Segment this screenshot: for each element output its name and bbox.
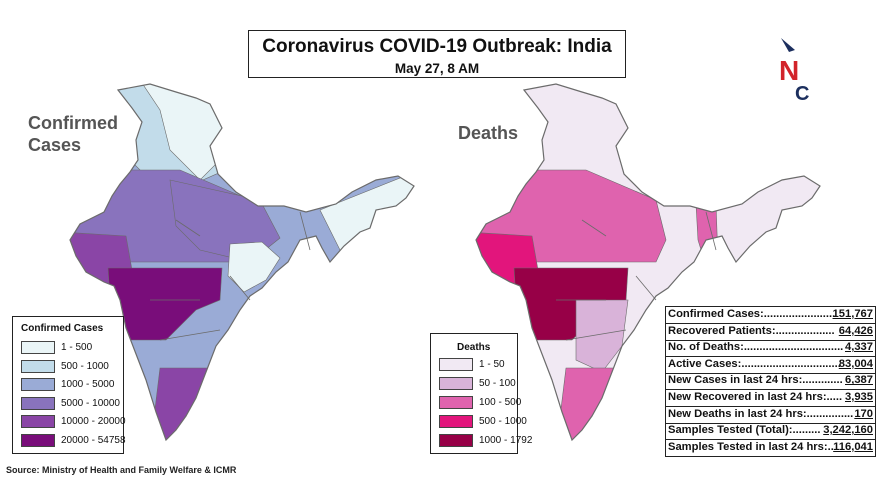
stat-row: New Recovered in last 24 hrs:..... 3,935 bbox=[666, 390, 875, 407]
deaths-legend-title: Deaths bbox=[457, 342, 491, 353]
stat-value: 3,242,160 bbox=[823, 424, 873, 437]
legend-range-label: 100 - 500 bbox=[479, 397, 522, 408]
logo-letter-n: N bbox=[779, 55, 799, 86]
legend-swatch bbox=[21, 396, 55, 410]
legend-range-label: 1000 - 1792 bbox=[479, 435, 533, 446]
legend-swatch bbox=[21, 433, 55, 447]
stat-row: Samples Tested in last 24 hrs:.. 116,041 bbox=[666, 440, 875, 456]
page-subtitle: May 27, 8 AM bbox=[394, 61, 480, 76]
stat-label: Confirmed Cases:....................... bbox=[668, 308, 836, 320]
region-telangana bbox=[575, 299, 629, 373]
stat-value: 4,337 bbox=[845, 341, 873, 354]
legend-range-label: 20000 - 54758 bbox=[61, 434, 126, 446]
stat-label: No. of Deaths:..........................… bbox=[668, 341, 844, 354]
legend-swatch bbox=[439, 434, 473, 447]
confirmed-legend: Confirmed Cases 1 - 500 500 - 1000 1000 - … bbox=[12, 316, 126, 454]
legend-swatch bbox=[21, 378, 55, 391]
stat-row: Recovered Patients:................... 64… bbox=[666, 324, 875, 341]
stat-value: 83,004 bbox=[838, 357, 873, 370]
source-note: Source: Ministry of Health and Family We… bbox=[6, 465, 237, 475]
page-title: Coronavirus COVID-19 Outbreak: India bbox=[262, 36, 612, 57]
stat-row: No. of Deaths:..........................… bbox=[666, 340, 875, 358]
stat-row: New Cases in last 24 hrs:............. 6,… bbox=[666, 373, 875, 391]
stat-value: 3,935 bbox=[845, 391, 873, 403]
nc-logo-icon: N C bbox=[779, 38, 809, 102]
stat-row: New Deaths in last 24 hrs:..............… bbox=[666, 407, 875, 424]
stat-value: 151,767 bbox=[832, 308, 873, 320]
logo-letter-c: C bbox=[795, 83, 809, 102]
stat-label: Samples Tested in last 24 hrs:.. bbox=[668, 440, 834, 453]
stat-label: New Recovered in last 24 hrs:..... bbox=[668, 391, 843, 403]
region-west-bengal bbox=[695, 203, 719, 267]
legend-swatch bbox=[21, 341, 55, 354]
legend-range-label: 1000 - 5000 bbox=[61, 379, 115, 390]
region-northeast bbox=[319, 169, 414, 251]
confirmed-legend-title: Confirmed Cases bbox=[21, 323, 104, 334]
legend-swatch bbox=[439, 396, 473, 409]
legend-range-label: 5000 - 10000 bbox=[61, 397, 120, 409]
title-box: Coronavirus COVID-19 Outbreak: India May… bbox=[248, 30, 626, 78]
stats-table: Confirmed Cases:....................... 1… bbox=[665, 306, 876, 457]
stat-row: Confirmed Cases:....................... 1… bbox=[666, 307, 875, 324]
stat-label: Active Cases:...........................… bbox=[668, 357, 841, 370]
stat-label: New Cases in last 24 hrs:............. bbox=[668, 374, 843, 387]
legend-range-label: 500 - 1000 bbox=[61, 360, 109, 372]
legend-swatch bbox=[21, 359, 55, 373]
stat-row: Samples Tested (Total):......... 3,242,16… bbox=[666, 423, 875, 441]
legend-swatch bbox=[439, 415, 473, 428]
region-jharkhand bbox=[227, 241, 281, 293]
legend-range-label: 1 - 500 bbox=[61, 342, 93, 353]
stat-label: Samples Tested (Total):......... bbox=[668, 424, 821, 437]
stat-value: 116,041 bbox=[833, 440, 873, 453]
stat-label: New Deaths in last 24 hrs:..............… bbox=[668, 407, 854, 420]
deaths-map-heading: Deaths bbox=[458, 123, 519, 143]
legend-range-label: 1 - 50 bbox=[479, 359, 505, 370]
stat-row: Active Cases:...........................… bbox=[666, 357, 875, 374]
deaths-legend: Deaths 1 - 50 50 - 100 100 - 500 500 - 1000… bbox=[430, 333, 532, 454]
legend-swatch bbox=[439, 358, 473, 371]
legend-range-label: 50 - 100 bbox=[479, 378, 516, 389]
stat-value: 170 bbox=[854, 407, 873, 420]
legend-swatch bbox=[21, 415, 55, 428]
stat-label: Recovered Patients:................... bbox=[668, 324, 835, 337]
legend-swatch bbox=[439, 377, 473, 390]
legend-range-label: 10000 - 20000 bbox=[61, 416, 126, 427]
legend-range-label: 500 - 1000 bbox=[479, 416, 527, 427]
stat-value: 6,387 bbox=[845, 374, 873, 387]
confirmed-map-heading: Confirmed Cases bbox=[28, 113, 118, 155]
stat-value: 64,426 bbox=[838, 324, 873, 337]
